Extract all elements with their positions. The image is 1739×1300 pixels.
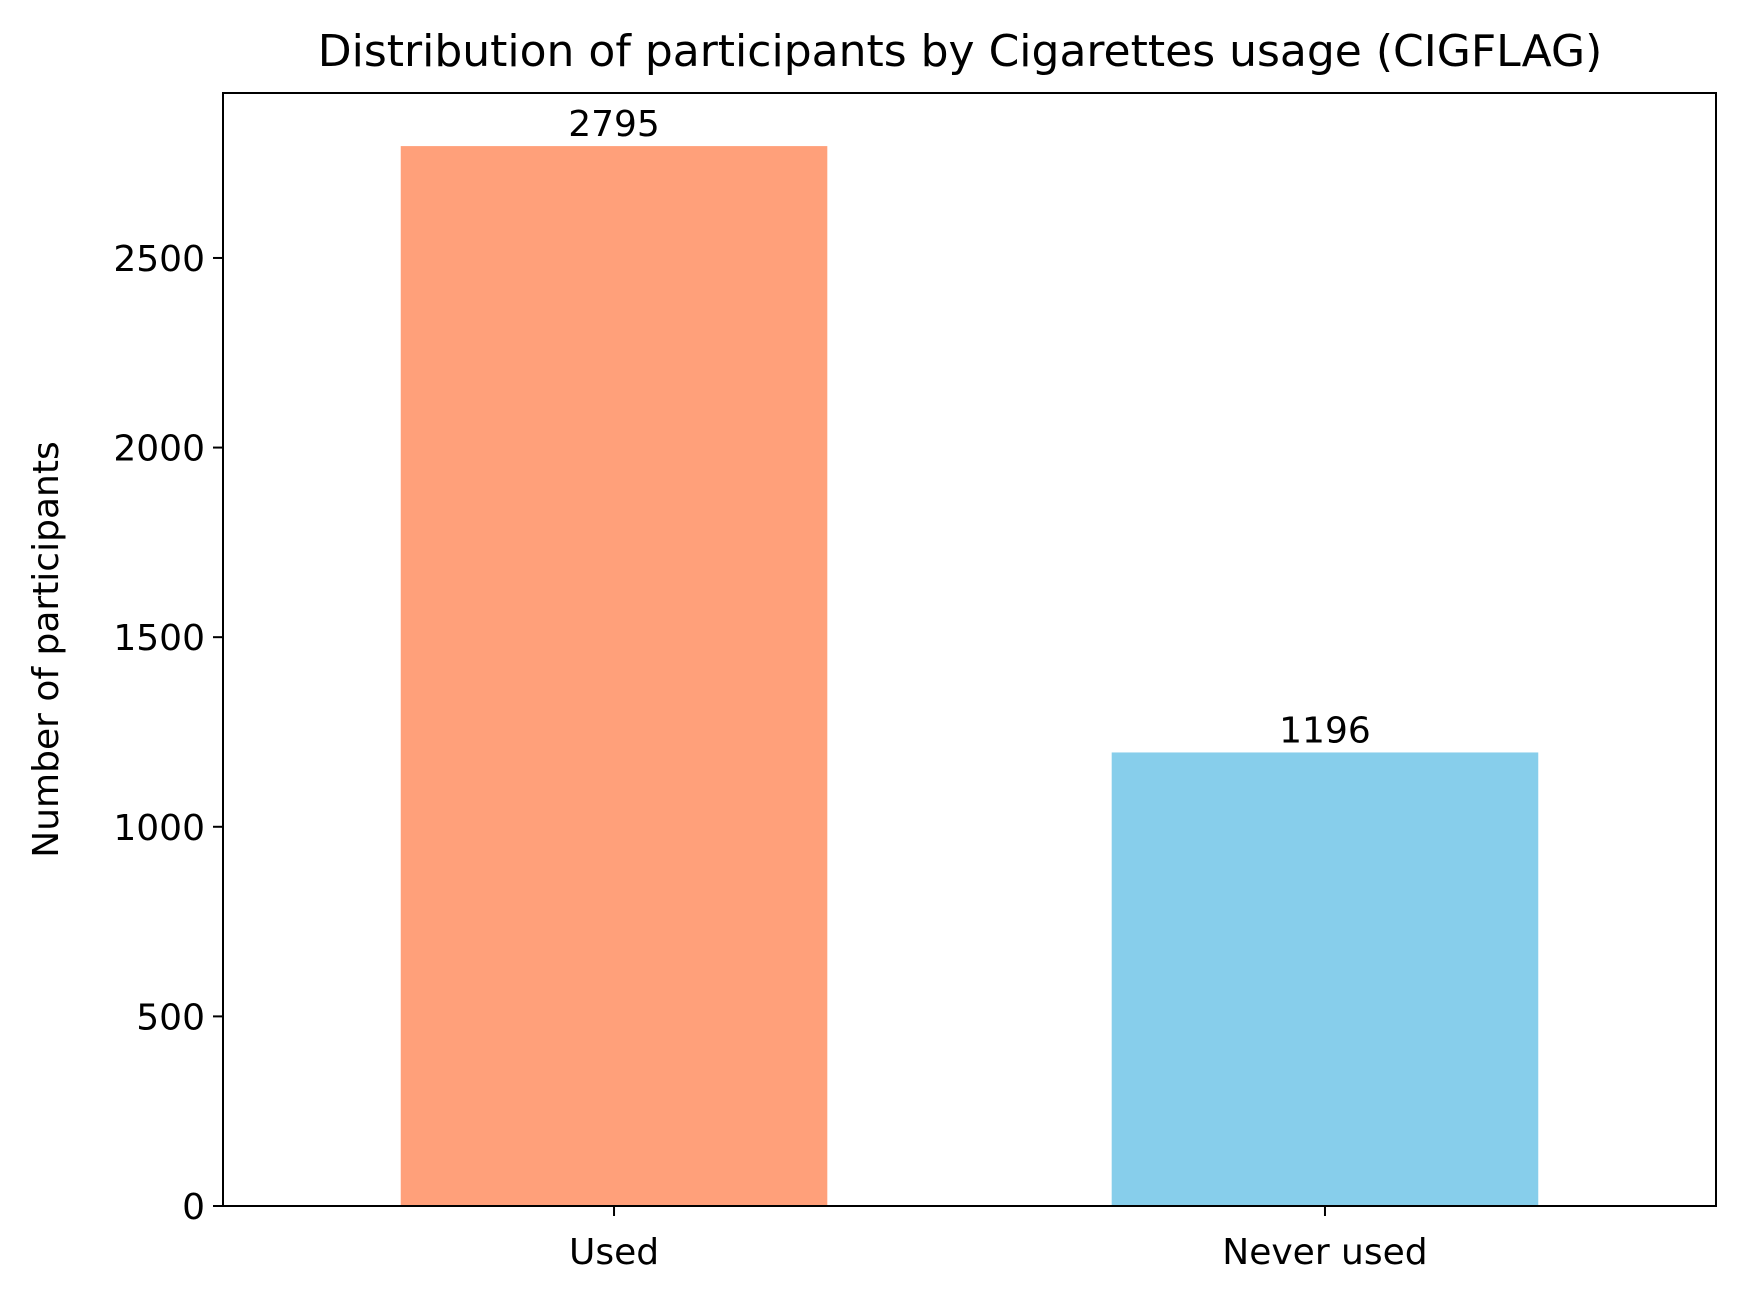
- bar-used: [400, 146, 828, 1206]
- data-label: 2795: [568, 104, 660, 145]
- x-tick-label: Never used: [1222, 1232, 1427, 1273]
- y-axis-label: Number of participants: [26, 441, 67, 857]
- y-tick-label: 500: [136, 997, 205, 1038]
- plot-frame: [222, 92, 1717, 1207]
- chart-title: Distribution of participants by Cigarett…: [318, 26, 1603, 77]
- y-tick-label: 1500: [113, 618, 205, 659]
- bar-never-used: [1111, 752, 1539, 1206]
- y-tick-label: 1000: [113, 808, 205, 849]
- y-tick-label: 2000: [113, 429, 205, 470]
- y-tick-label: 2500: [113, 239, 205, 280]
- data-label: 1196: [1279, 710, 1371, 751]
- x-tick-label: Used: [569, 1232, 659, 1273]
- plot-area: 2795 Used 1196 Never used 0 500 1000 1500 2000 25…: [113, 92, 1717, 1273]
- y-tick-label: 0: [182, 1187, 205, 1228]
